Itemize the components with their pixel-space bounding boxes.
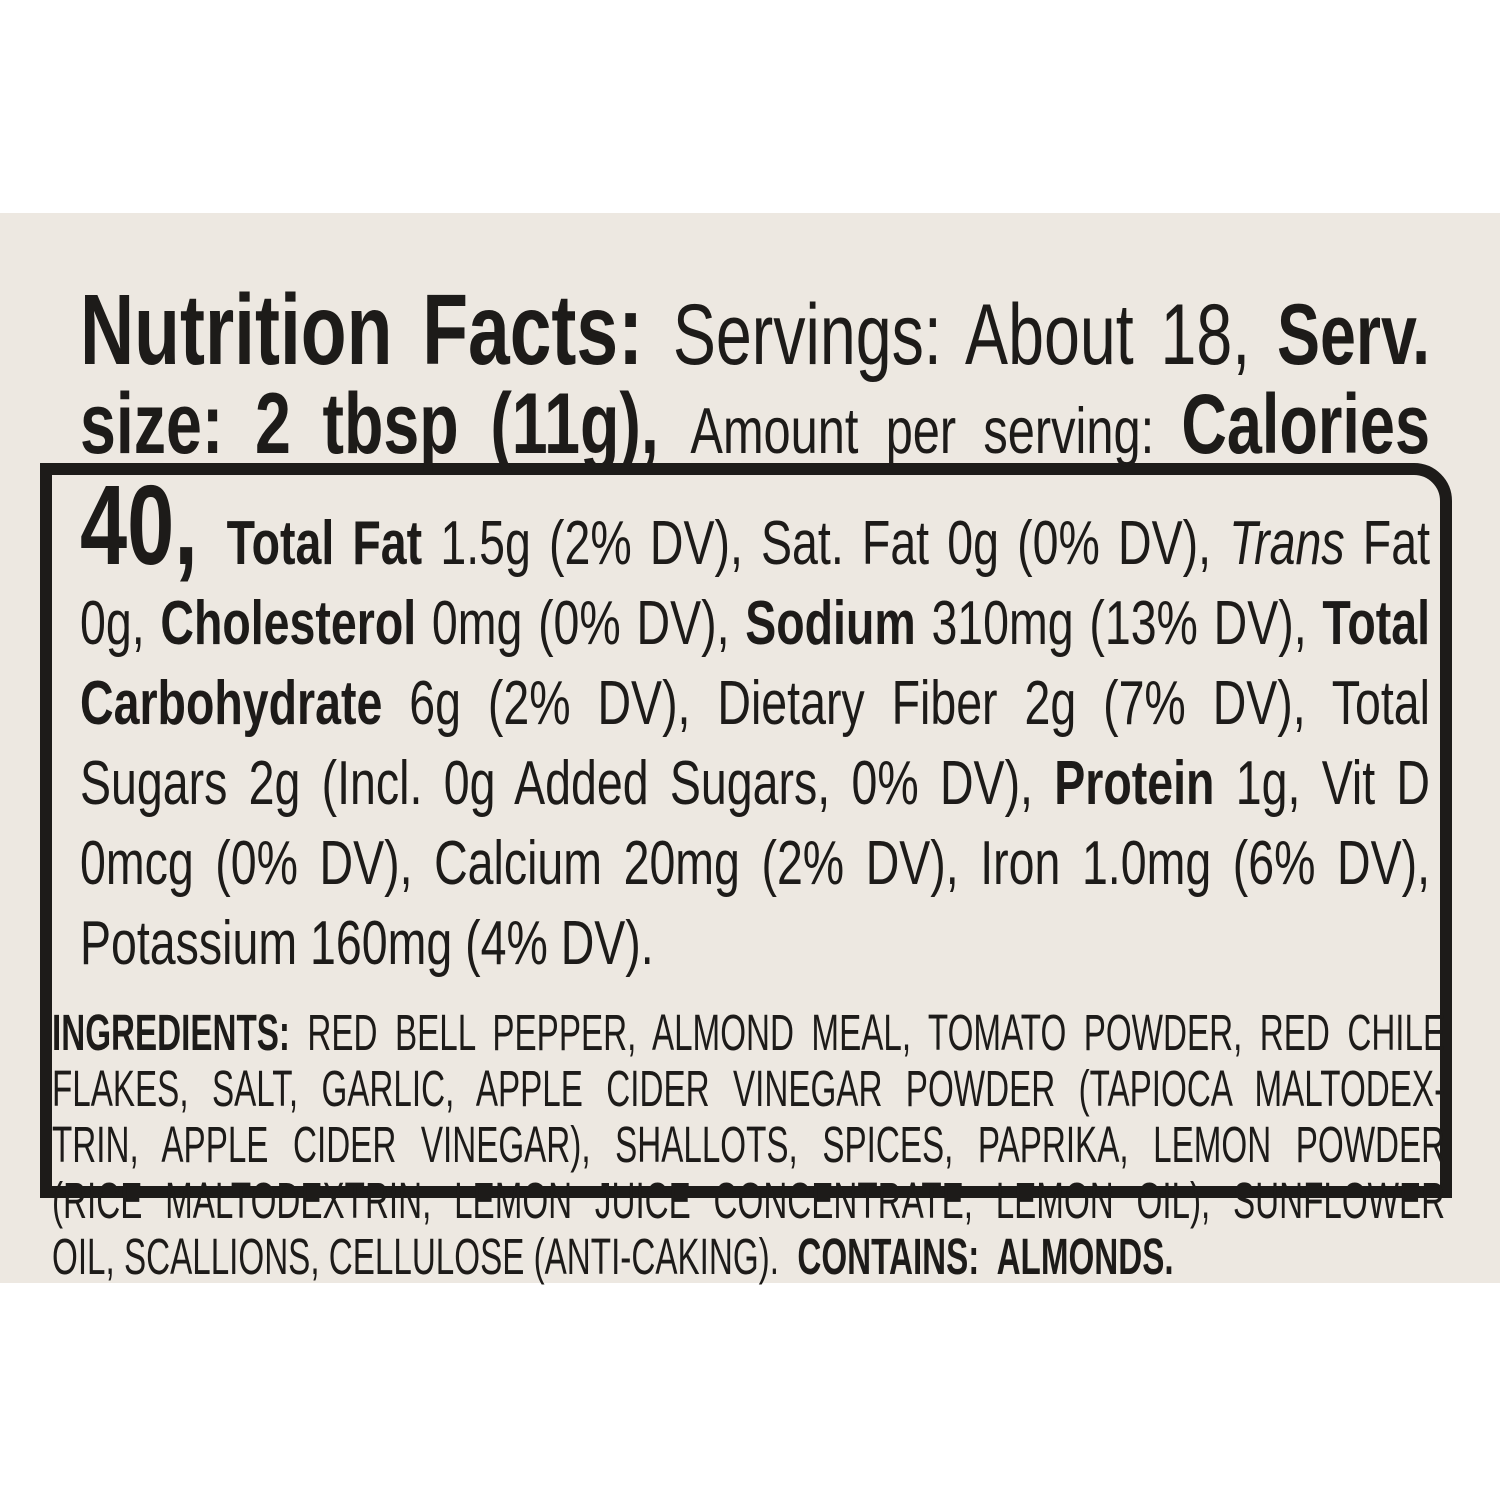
ingredients-line-1: INGREDIENTS: RED BELL PEPPER, ALMOND MEA… — [52, 1005, 1445, 1061]
sodium-label: Sodium — [745, 589, 932, 658]
nutrition-facts-title: Nutrition Facts: — [80, 274, 673, 386]
total-fat-values: 1.5g (2% DV), Sat. Fat 0g (0% DV), — [440, 509, 1230, 578]
nutrition-facts-text: Nutrition Facts: Servings: About 18, Ser… — [80, 280, 1431, 984]
label-panel — [0, 213, 1500, 1283]
servings-count: Servings: About 18, — [672, 287, 1278, 383]
ingredients-heading: INGREDIENTS: — [52, 1004, 290, 1061]
ingredients-line-5-rest: OIL, SCALLIONS, CELLULOSE (ANTI-CAKING). — [52, 1228, 798, 1285]
amount-per-serving: Amount per serving: — [690, 394, 1182, 467]
cholesterol-label: Cholesterol — [160, 589, 432, 658]
total-fat-label: Total Fat — [226, 509, 441, 578]
contains-statement: CONTAINS: ALMONDS. — [797, 1228, 1174, 1285]
calories-word: Calories — [1181, 377, 1430, 471]
ingredients-line-4: (RICE MALTODEXTRIN, LEMON JUICE CONCENTR… — [52, 1172, 1446, 1229]
trans-word: Trans — [1229, 509, 1345, 578]
sodium-values: 310mg (13% DV), — [931, 589, 1323, 658]
ingredients-line-3: TRIN, APPLE CIDER VINEGAR), SHALLOTS, SP… — [52, 1116, 1446, 1173]
carbohydrate-values: 6g (2% DV), Dietary Fiber 2g (7% DV), To… — [80, 669, 1430, 818]
calories-value: 40, — [80, 462, 227, 588]
cholesterol-values: 0mg (0% DV), — [431, 589, 746, 658]
ingredients-line-5: OIL, SCALLIONS, CELLULOSE (ANTI-CAKING).… — [52, 1229, 1445, 1285]
protein-and-micros: 1g, Vit D 0mcg (0% DV), Calcium 20mg (2%… — [80, 749, 1431, 978]
nutrition-facts-box — [40, 463, 1452, 1198]
ingredients-line-1-rest: RED BELL PEPPER, ALMOND MEAL, TOMATO POW… — [289, 1004, 1446, 1061]
protein-label: Protein — [1054, 749, 1236, 818]
ingredients-text: INGREDIENTS: RED BELL PEPPER, ALMOND MEA… — [52, 1005, 1445, 1285]
trans-fat-values: Fat 0g, — [80, 509, 1430, 658]
serving-size: Serv. size: 2 tbsp (11g), — [80, 287, 1431, 472]
ingredients-line-2: FLAKES, SALT, GARLIC, APPLE CIDER VINEGA… — [52, 1060, 1446, 1117]
carbohydrate-label: Total Carbohydrate — [80, 589, 1430, 738]
